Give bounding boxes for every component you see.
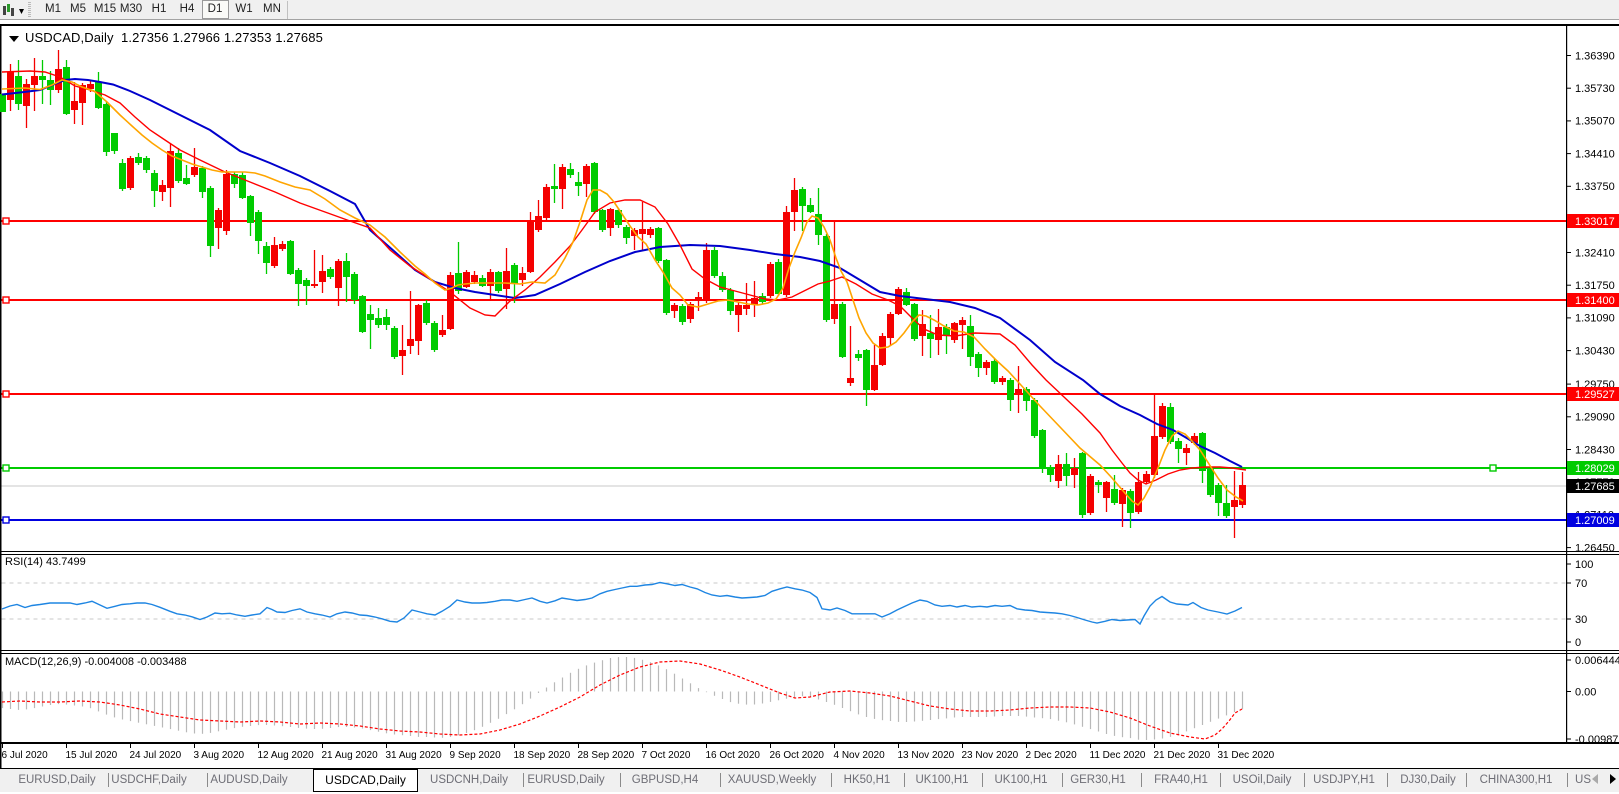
svg-text:1.30430: 1.30430 bbox=[1575, 345, 1615, 357]
svg-text:28 Sep 2020: 28 Sep 2020 bbox=[578, 750, 635, 761]
svg-text:1.33750: 1.33750 bbox=[1575, 181, 1615, 193]
svg-text:0.00: 0.00 bbox=[1575, 686, 1596, 698]
svg-text:7 Oct 2020: 7 Oct 2020 bbox=[642, 750, 691, 761]
svg-text:24 Jul 2020: 24 Jul 2020 bbox=[130, 750, 182, 761]
svg-text:1.29090: 1.29090 bbox=[1575, 412, 1615, 424]
svg-text:1.28029: 1.28029 bbox=[1575, 463, 1615, 475]
svg-text:3 Aug 2020: 3 Aug 2020 bbox=[194, 750, 245, 761]
svg-text:13 Nov 2020: 13 Nov 2020 bbox=[898, 750, 955, 761]
svg-text:2 Dec 2020: 2 Dec 2020 bbox=[1026, 750, 1078, 761]
svg-text:1.31750: 1.31750 bbox=[1575, 280, 1615, 292]
svg-text:70: 70 bbox=[1575, 578, 1587, 590]
svg-text:1.26450: 1.26450 bbox=[1575, 542, 1615, 554]
svg-text:1.35070: 1.35070 bbox=[1575, 116, 1615, 128]
svg-text:12 Aug 2020: 12 Aug 2020 bbox=[258, 750, 315, 761]
svg-text:15 Jul 2020: 15 Jul 2020 bbox=[66, 750, 118, 761]
svg-text:31 Aug 2020: 31 Aug 2020 bbox=[386, 750, 443, 761]
svg-text:100: 100 bbox=[1575, 559, 1593, 571]
svg-text:-0.00987: -0.00987 bbox=[1575, 734, 1618, 746]
svg-text:6 Jul 2020: 6 Jul 2020 bbox=[2, 750, 49, 761]
svg-text:1.31090: 1.31090 bbox=[1575, 313, 1615, 325]
svg-text:1.34410: 1.34410 bbox=[1575, 148, 1615, 160]
svg-text:4 Nov 2020: 4 Nov 2020 bbox=[834, 750, 886, 761]
svg-text:18 Sep 2020: 18 Sep 2020 bbox=[514, 750, 571, 761]
svg-text:1.32410: 1.32410 bbox=[1575, 247, 1615, 259]
svg-text:1.27685: 1.27685 bbox=[1575, 481, 1615, 493]
svg-text:11 Dec 2020: 11 Dec 2020 bbox=[1090, 750, 1146, 761]
svg-text:1.33017: 1.33017 bbox=[1575, 216, 1615, 228]
svg-text:1.28430: 1.28430 bbox=[1575, 444, 1615, 456]
svg-text:21 Aug 2020: 21 Aug 2020 bbox=[322, 750, 379, 761]
svg-text:16 Oct 2020: 16 Oct 2020 bbox=[706, 750, 761, 761]
svg-text:1.27009: 1.27009 bbox=[1575, 515, 1615, 527]
svg-text:1.31400: 1.31400 bbox=[1575, 295, 1615, 307]
svg-text:26 Oct 2020: 26 Oct 2020 bbox=[770, 750, 825, 761]
svg-text:1.35730: 1.35730 bbox=[1575, 83, 1615, 95]
svg-text:0.006444: 0.006444 bbox=[1575, 655, 1619, 667]
svg-text:30: 30 bbox=[1575, 614, 1587, 626]
svg-text:31 Dec 2020: 31 Dec 2020 bbox=[1218, 750, 1275, 761]
svg-text:1.29527: 1.29527 bbox=[1575, 389, 1615, 401]
svg-text:21 Dec 2020: 21 Dec 2020 bbox=[1154, 750, 1211, 761]
svg-text:23 Nov 2020: 23 Nov 2020 bbox=[962, 750, 1019, 761]
svg-text:0: 0 bbox=[1575, 637, 1581, 649]
svg-text:1.36390: 1.36390 bbox=[1575, 50, 1615, 62]
svg-text:9 Sep 2020: 9 Sep 2020 bbox=[450, 750, 502, 761]
